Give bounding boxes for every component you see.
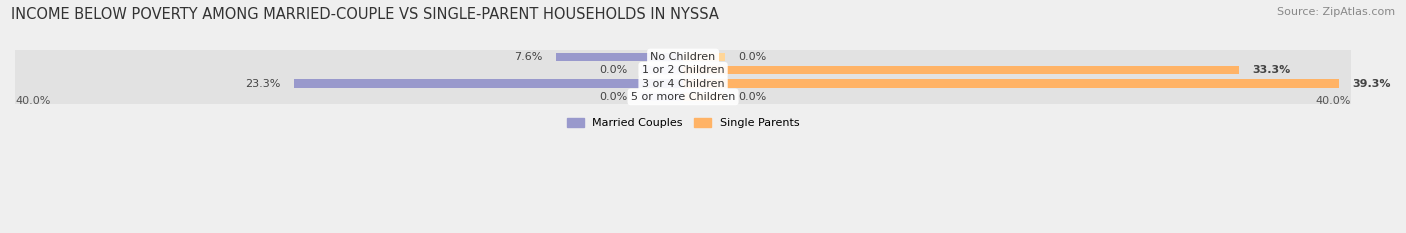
- Bar: [683, 79, 1340, 88]
- Text: 0.0%: 0.0%: [600, 92, 628, 102]
- Bar: [557, 53, 683, 61]
- Text: 7.6%: 7.6%: [515, 52, 543, 62]
- Bar: [641, 93, 683, 101]
- Bar: [683, 53, 725, 61]
- Bar: [15, 77, 1351, 91]
- Bar: [641, 66, 683, 74]
- Text: 1 or 2 Children: 1 or 2 Children: [641, 65, 724, 75]
- Text: 5 or more Children: 5 or more Children: [631, 92, 735, 102]
- Text: 3 or 4 Children: 3 or 4 Children: [641, 79, 724, 89]
- Text: No Children: No Children: [651, 52, 716, 62]
- Bar: [15, 90, 1351, 104]
- Text: Source: ZipAtlas.com: Source: ZipAtlas.com: [1277, 7, 1395, 17]
- Bar: [683, 66, 1239, 74]
- Text: 0.0%: 0.0%: [738, 92, 766, 102]
- Text: 33.3%: 33.3%: [1253, 65, 1291, 75]
- Bar: [15, 63, 1351, 77]
- Text: 40.0%: 40.0%: [1316, 96, 1351, 106]
- Legend: Married Couples, Single Parents: Married Couples, Single Parents: [562, 114, 804, 133]
- Text: 0.0%: 0.0%: [738, 52, 766, 62]
- Bar: [294, 79, 683, 88]
- Text: 39.3%: 39.3%: [1353, 79, 1392, 89]
- Bar: [683, 93, 725, 101]
- Text: 0.0%: 0.0%: [600, 65, 628, 75]
- Text: 40.0%: 40.0%: [15, 96, 51, 106]
- Bar: [15, 50, 1351, 64]
- Text: 23.3%: 23.3%: [245, 79, 281, 89]
- Text: INCOME BELOW POVERTY AMONG MARRIED-COUPLE VS SINGLE-PARENT HOUSEHOLDS IN NYSSA: INCOME BELOW POVERTY AMONG MARRIED-COUPL…: [11, 7, 718, 22]
